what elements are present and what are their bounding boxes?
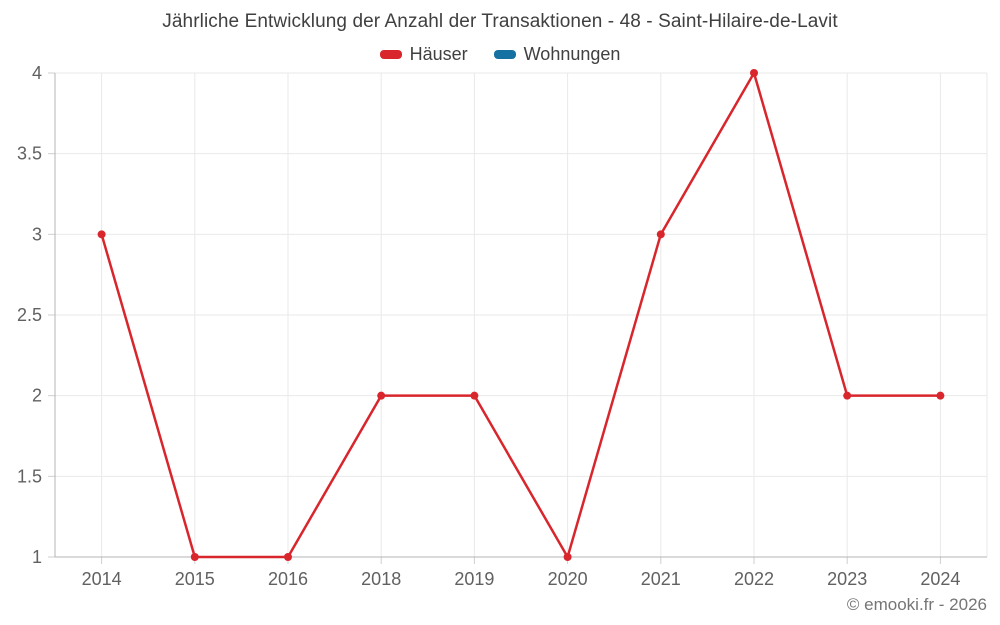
data-point-h-user[interactable] (750, 69, 758, 77)
data-point-h-user[interactable] (284, 553, 292, 561)
x-axis-label: 2020 (548, 569, 588, 589)
x-axis-label: 2016 (268, 569, 308, 589)
data-point-h-user[interactable] (936, 391, 945, 400)
data-point-h-user[interactable] (470, 391, 479, 400)
y-axis-label: 2.5 (17, 305, 42, 325)
data-point-h-user[interactable] (656, 230, 665, 239)
data-point-h-user[interactable] (843, 391, 852, 400)
data-point-h-user[interactable] (377, 391, 386, 400)
data-point-h-user[interactable] (190, 553, 199, 561)
series-line-h-user (100, 71, 942, 559)
x-axis-label: 2019 (454, 569, 494, 589)
legend-swatch-haeuser-icon (379, 50, 402, 59)
y-axis-label: 3.5 (17, 144, 42, 164)
x-axis-label: 2022 (734, 569, 774, 589)
footer-credit: © emooki.fr - 2026 (846, 595, 987, 614)
y-axis-label: 1 (32, 547, 42, 567)
y-axis-label: 2 (32, 386, 42, 406)
legend-label-haeuser: Häuser (409, 44, 468, 64)
legend-label-wohnungen: Wohnungen (523, 44, 621, 64)
x-axis-label: 2024 (920, 569, 960, 589)
x-axis-label: 2014 (82, 569, 122, 589)
x-axis-label: 2021 (641, 569, 681, 589)
legend-item-wohnungen[interactable]: Wohnungen (493, 44, 621, 65)
y-axis-label: 3 (32, 224, 42, 244)
legend-item-haeuser[interactable]: Häuser (379, 44, 468, 65)
data-point-h-user[interactable] (563, 553, 572, 561)
chart-legend: Häuser Wohnungen (0, 44, 1000, 65)
y-axis-label: 1.5 (17, 466, 42, 486)
legend-swatch-wohnungen-icon (493, 50, 516, 59)
x-axis-label: 2015 (175, 569, 215, 589)
x-axis-label: 2023 (827, 569, 867, 589)
data-point-h-user[interactable] (97, 230, 106, 239)
y-axis-label: 4 (32, 63, 42, 83)
x-axis-label: 2018 (361, 569, 401, 589)
chart-title: Jährliche Entwicklung der Anzahl der Tra… (162, 11, 838, 32)
